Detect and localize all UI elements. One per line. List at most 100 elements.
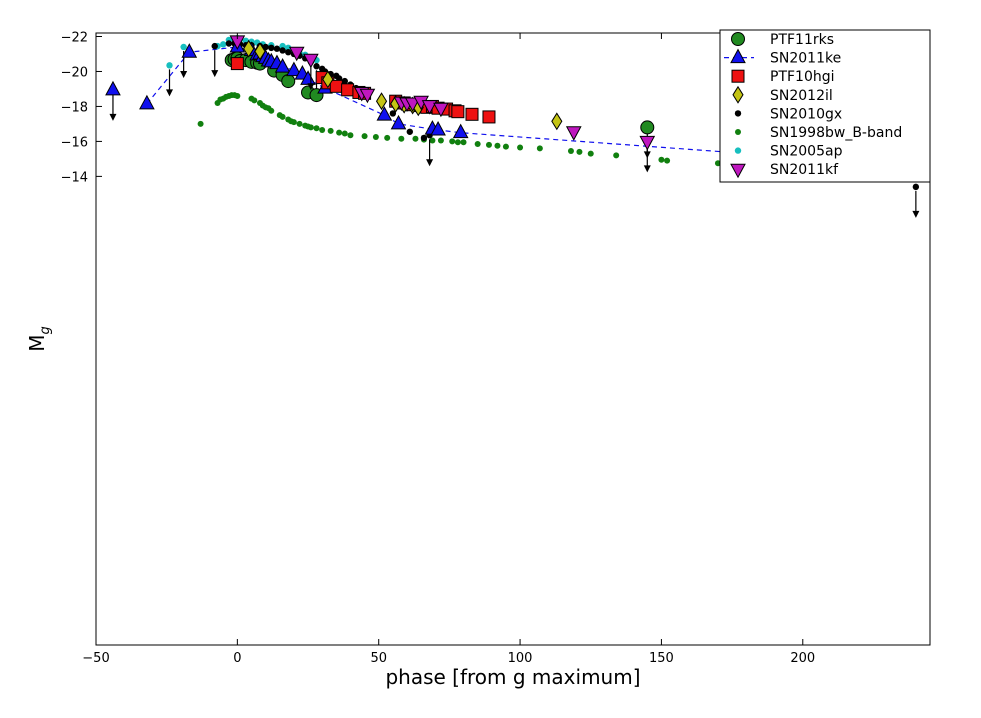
- data-point: [664, 157, 671, 164]
- series-SN1998bw_B-band: [197, 92, 721, 167]
- data-point: [639, 135, 656, 151]
- legend-marker: [731, 32, 745, 46]
- data-point: [465, 107, 479, 121]
- upper-limit-arrowhead: [307, 83, 315, 91]
- upper-limit-arrowhead: [643, 165, 651, 173]
- legend-marker: [730, 48, 746, 64]
- data-point: [327, 127, 334, 134]
- upper-limit-arrowhead: [912, 210, 920, 218]
- data-point: [412, 135, 419, 142]
- data-point: [262, 43, 269, 51]
- data-point: [279, 47, 286, 54]
- legend-marker: [731, 69, 745, 83]
- data-point: [449, 138, 456, 145]
- data-point: [536, 145, 543, 152]
- legend-marker: [734, 110, 742, 117]
- data-point: [375, 92, 388, 111]
- data-point: [502, 143, 509, 150]
- y-tick-label: −20: [61, 65, 88, 80]
- data-point: [220, 41, 227, 48]
- data-point: [551, 112, 563, 131]
- x-tick-label: 150: [649, 651, 674, 666]
- data-point: [390, 114, 407, 130]
- data-point: [225, 40, 233, 47]
- data-point: [376, 106, 393, 121]
- data-point: [437, 137, 444, 144]
- data-point: [286, 61, 302, 77]
- data-point: [254, 42, 266, 61]
- data-point: [347, 132, 354, 139]
- data-point: [912, 183, 920, 191]
- data-point: [406, 128, 414, 135]
- data-point: [576, 148, 583, 155]
- data-point: [279, 113, 286, 120]
- data-point: [613, 152, 620, 159]
- data-point: [296, 120, 303, 127]
- data-point: [281, 74, 296, 89]
- series-SN2011ke: [105, 37, 817, 164]
- data-point: [341, 130, 348, 137]
- data-point: [341, 83, 355, 97]
- y-tick-label: −14: [61, 170, 88, 185]
- legend-label: SN2012il: [770, 88, 833, 104]
- data-point: [460, 139, 467, 146]
- data-point: [234, 92, 241, 99]
- plot-frame: [95, 32, 931, 646]
- data-point: [329, 79, 343, 93]
- data-point: [640, 120, 655, 135]
- data-point: [494, 142, 501, 149]
- legend-marker: [735, 129, 741, 135]
- x-tick-label: 0: [233, 651, 241, 666]
- data-point: [274, 58, 291, 73]
- x-axis-ticks: −50 0 50 100 150 200: [82, 33, 815, 666]
- data-point: [181, 43, 198, 58]
- data-point: [105, 80, 121, 96]
- data-point: [336, 129, 343, 136]
- data-point: [714, 160, 721, 167]
- data-point: [430, 120, 446, 136]
- data-point: [279, 42, 286, 50]
- data-point: [211, 42, 218, 50]
- data-point: [420, 134, 428, 142]
- x-axis-label: phase [from g maximum]: [385, 665, 640, 689]
- data-point: [658, 156, 665, 163]
- data-point: [319, 127, 326, 134]
- x-tick-label: 50: [370, 651, 387, 666]
- legend-label: SN2011kf: [770, 162, 839, 178]
- y-axis-ticks: −22 −20 −18 −16 −14: [61, 30, 930, 185]
- y-axis-label-sub: g: [38, 326, 53, 334]
- legend-label: SN1998bw_B-band: [770, 125, 902, 141]
- data-point: [290, 119, 297, 126]
- legend-label: SN2010gx: [770, 106, 842, 122]
- data-point: [398, 135, 405, 142]
- upper-limit-arrowhead: [180, 70, 188, 78]
- data-point: [452, 123, 469, 139]
- data-point: [313, 125, 320, 132]
- data-point: [230, 57, 244, 71]
- data-point: [451, 105, 465, 119]
- legend-label: SN2005ap: [770, 144, 843, 160]
- upper-limit-arrowhead: [166, 89, 174, 97]
- data-point: [166, 62, 173, 69]
- data-point: [359, 88, 376, 104]
- legend-marker: [730, 163, 746, 179]
- legend-marker: [734, 147, 742, 154]
- data-point: [180, 43, 187, 51]
- data-point: [268, 107, 275, 114]
- data-point: [384, 134, 391, 141]
- data-point: [361, 133, 368, 140]
- legend-box: [719, 29, 931, 183]
- y-axis-label-main: M: [25, 335, 49, 352]
- legend: PTF11rks SN2011ke PTF10hgi SN2012il SN2010gx…: [719, 29, 931, 183]
- upper-limit-arrowhead: [426, 159, 434, 167]
- upper-limit-arrowhead: [211, 70, 219, 78]
- data-point: [372, 134, 379, 141]
- data-point: [251, 97, 258, 104]
- series-SN2011kf: [229, 35, 656, 173]
- legend-label: PTF10hgi: [770, 69, 835, 85]
- series-SN2012il: [243, 39, 563, 131]
- upper-limit-arrowhead: [109, 113, 117, 121]
- y-tick-label: −18: [61, 100, 88, 115]
- data-point: [313, 63, 320, 70]
- data-point: [404, 97, 421, 112]
